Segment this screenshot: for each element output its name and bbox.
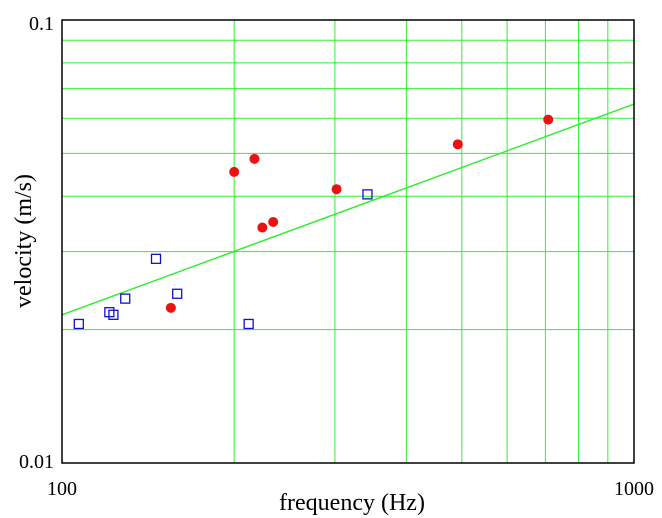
open-square-point — [172, 288, 183, 299]
open-square-point — [362, 189, 373, 200]
grid — [61, 20, 634, 464]
filled-circle-point — [165, 302, 176, 313]
y-tick-label-bottom: 0.01 — [19, 451, 54, 473]
filled-circle-point — [249, 153, 260, 164]
filled-circle-point — [229, 166, 240, 177]
data-points — [73, 114, 554, 330]
open-square-point — [243, 318, 254, 330]
fit-line — [61, 103, 635, 316]
filled-circle-point — [268, 216, 279, 227]
filled-circle-point — [257, 222, 268, 233]
open-square-point — [150, 253, 162, 264]
x-tick-label-left: 100 — [47, 478, 77, 500]
x-tick-label-right: 1000 — [614, 478, 654, 500]
filled-circle-point — [543, 114, 554, 125]
plot-frame — [61, 19, 635, 464]
filled-circle-point — [331, 184, 342, 195]
open-square-point — [108, 309, 119, 320]
open-square-point — [120, 293, 131, 304]
y-tick-label-top: 0.1 — [29, 13, 54, 35]
x-axis-label: frequency (Hz) — [279, 490, 425, 516]
open-square-point — [73, 318, 84, 330]
y-axis-label: velocity (m/s) — [11, 174, 37, 308]
filled-circle-point — [452, 139, 463, 150]
